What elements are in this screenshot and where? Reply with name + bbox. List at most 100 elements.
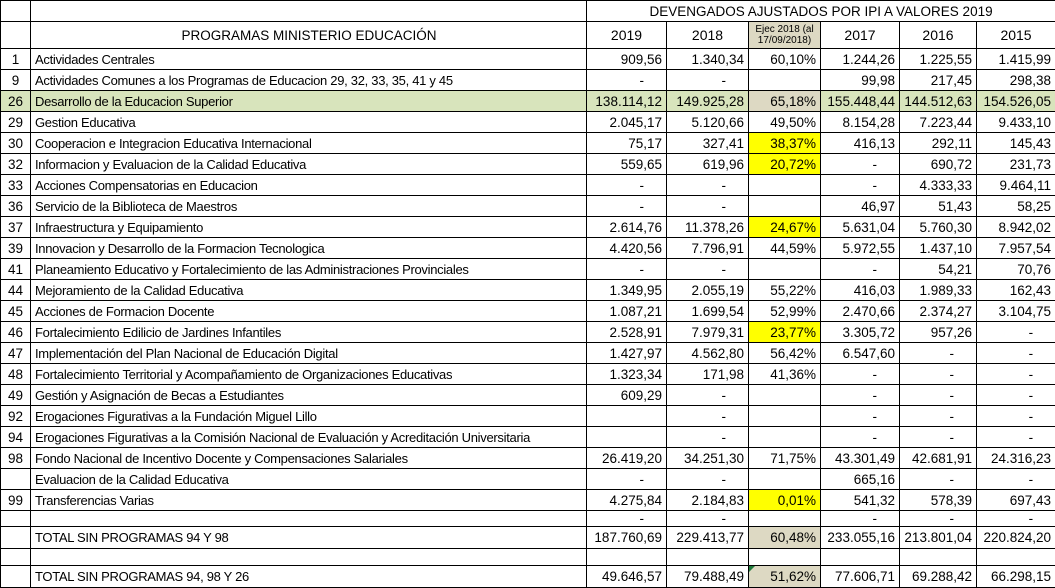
value-cell-ejec-2018[interactable]: 41,36% [749,364,821,385]
value-cell-ejec-2018[interactable]: 51,62% [749,566,821,588]
value-cell-2017[interactable]: - [821,259,900,280]
value-cell-2017[interactable]: - [821,511,900,527]
value-cell-2019[interactable]: 187.760,69 [587,527,667,549]
value-cell-2018[interactable]: - [667,385,749,406]
value-cell-2015[interactable]: - [977,364,1055,385]
value-cell-2016[interactable]: 7.223,44 [900,112,977,133]
value-cell-2017[interactable]: 233.055,16 [821,527,900,549]
value-cell-2019[interactable]: - [587,196,667,217]
row-number-cell[interactable] [1,549,31,566]
row-number-cell[interactable]: 98 [1,448,31,469]
value-cell-2016[interactable]: 2.374,27 [900,301,977,322]
program-name-cell[interactable]: Informacion y Evaluacion de la Calidad E… [31,154,587,175]
value-cell-2019[interactable]: - [587,511,667,527]
value-cell-2016[interactable]: - [900,427,977,448]
value-cell-2018[interactable]: - [667,511,749,527]
column-header-ejec-2018[interactable]: Ejec 2018 (al 17/09/2018) [749,22,821,49]
value-cell-2015[interactable]: 24.316,23 [977,448,1055,469]
value-cell-2017[interactable]: - [821,427,900,448]
value-cell-2016[interactable]: 578,39 [900,490,977,511]
value-cell-2015[interactable]: - [977,511,1055,527]
value-cell-2018[interactable]: - [667,406,749,427]
value-cell-2017[interactable]: 2.470,66 [821,301,900,322]
value-cell-2016[interactable]: 690,72 [900,154,977,175]
value-cell-2018[interactable]: - [667,196,749,217]
value-cell-2016[interactable]: - [900,343,977,364]
value-cell-ejec-2018[interactable]: 38,37% [749,133,821,154]
value-cell-2018[interactable]: 229.413,77 [667,527,749,549]
row-number-cell[interactable]: 39 [1,238,31,259]
value-cell-2018[interactable]: 4.562,80 [667,343,749,364]
value-cell-ejec-2018[interactable] [749,70,821,91]
value-cell-2017[interactable]: 77.606,71 [821,566,900,588]
value-cell-2016[interactable]: - [900,511,977,527]
value-cell-2019[interactable]: 75,17 [587,133,667,154]
value-cell-2019[interactable] [587,549,667,566]
value-cell-2015[interactable]: 220.824,20 [977,527,1055,549]
value-cell-2019[interactable]: 1.349,95 [587,280,667,301]
program-name-cell[interactable]: Fortalecimiento Territorial y Acompañami… [31,364,587,385]
program-name-cell[interactable]: Desarrollo de la Educacion Superior [31,91,587,112]
program-name-cell[interactable]: Cooperacion e Integracion Educativa Inte… [31,133,587,154]
row-number-cell[interactable]: 46 [1,322,31,343]
value-cell-2017[interactable]: 541,32 [821,490,900,511]
value-cell-2019[interactable]: 609,29 [587,385,667,406]
value-cell-2015[interactable]: 9.433,10 [977,112,1055,133]
value-cell-2017[interactable]: 43.301,49 [821,448,900,469]
row-number-cell[interactable]: 37 [1,217,31,238]
value-cell-ejec-2018[interactable]: 23,77% [749,322,821,343]
value-cell-2019[interactable]: 138.114,12 [587,91,667,112]
value-cell-2015[interactable]: 1.415,99 [977,49,1055,70]
value-cell-2017[interactable]: 416,13 [821,133,900,154]
value-cell-2019[interactable]: 2.045,17 [587,112,667,133]
value-cell-2016[interactable]: 1.437,10 [900,238,977,259]
value-cell-2016[interactable]: 54,21 [900,259,977,280]
row-number-cell[interactable]: 29 [1,112,31,133]
row-number-cell[interactable]: 47 [1,343,31,364]
value-cell-2016[interactable]: 957,26 [900,322,977,343]
value-cell-2019[interactable]: 1.087,21 [587,301,667,322]
value-cell-2015[interactable]: 697,43 [977,490,1055,511]
value-cell-2018[interactable] [667,549,749,566]
program-name-cell[interactable]: Transferencias Varias [31,490,587,511]
value-cell-ejec-2018[interactable]: 49,50% [749,112,821,133]
value-cell-2016[interactable]: - [900,385,977,406]
program-name-cell[interactable]: Erogaciones Figurativas a la Fundación M… [31,406,587,427]
value-cell-2015[interactable]: 70,76 [977,259,1055,280]
row-number-cell[interactable]: 99 [1,490,31,511]
value-cell-2017[interactable] [821,549,900,566]
value-cell-2017[interactable]: 5.972,55 [821,238,900,259]
value-cell-2016[interactable]: 144.512,63 [900,91,977,112]
column-header-2018[interactable]: 2018 [667,22,749,49]
value-cell-2018[interactable]: 327,41 [667,133,749,154]
value-cell-2019[interactable]: 1.427,97 [587,343,667,364]
program-name-cell[interactable]: TOTAL SIN PROGRAMAS 94, 98 Y 26 [31,566,587,588]
value-cell-2017[interactable]: - [821,406,900,427]
program-name-cell[interactable]: Gestion Educativa [31,112,587,133]
value-cell-ejec-2018[interactable] [749,385,821,406]
value-cell-2017[interactable]: 3.305,72 [821,322,900,343]
program-name-cell[interactable]: Mejoramiento de la Calidad Educativa [31,280,587,301]
value-cell-ejec-2018[interactable] [749,427,821,448]
value-cell-2015[interactable]: 162,43 [977,280,1055,301]
row-number-cell[interactable]: 9 [1,70,31,91]
value-cell-2019[interactable]: 2.614,76 [587,217,667,238]
value-cell-ejec-2018[interactable]: 65,18% [749,91,821,112]
value-cell-2015[interactable]: - [977,406,1055,427]
value-cell-2015[interactable]: - [977,427,1055,448]
program-name-cell[interactable]: Fortalecimiento Edilicio de Jardines Inf… [31,322,587,343]
value-cell-ejec-2018[interactable]: 60,48% [749,527,821,549]
value-cell-2017[interactable]: 99,98 [821,70,900,91]
value-cell-2018[interactable]: 11.378,26 [667,217,749,238]
corner-cell[interactable] [31,1,587,22]
value-cell-2016[interactable]: 42.681,91 [900,448,977,469]
value-cell-2018[interactable]: 149.925,28 [667,91,749,112]
value-cell-ejec-2018[interactable]: 52,99% [749,301,821,322]
value-cell-2015[interactable]: 3.104,75 [977,301,1055,322]
value-cell-2018[interactable]: 34.251,30 [667,448,749,469]
value-cell-2016[interactable]: 217,45 [900,70,977,91]
program-name-cell[interactable]: Erogaciones Figurativas a la Comisión Na… [31,427,587,448]
program-name-cell[interactable]: Acciones de Formacion Docente [31,301,587,322]
program-name-cell[interactable]: Fondo Nacional de Incentivo Docente y Co… [31,448,587,469]
program-name-cell[interactable]: Implementación del Plan Nacional de Educ… [31,343,587,364]
